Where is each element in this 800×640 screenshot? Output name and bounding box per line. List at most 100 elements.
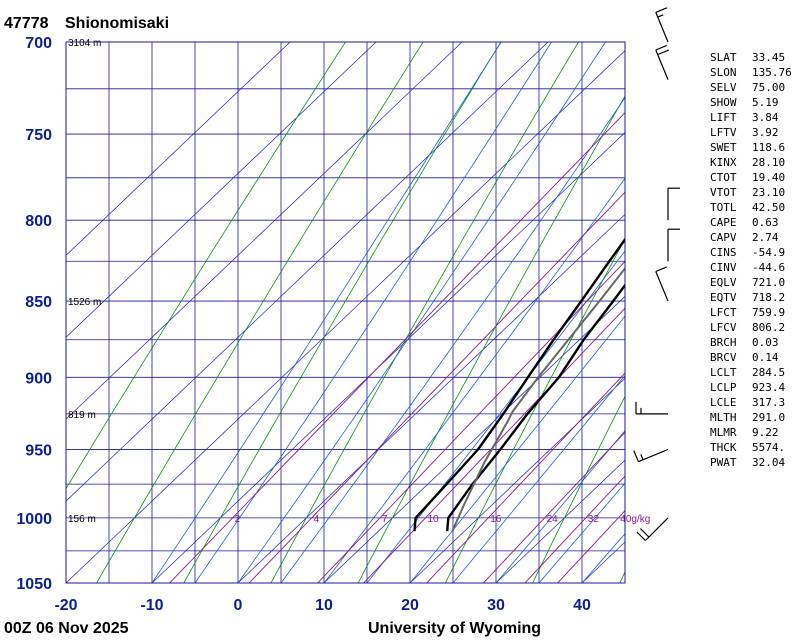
- isotherm-line: [66, 42, 549, 502]
- index-name: VTOT: [710, 186, 737, 199]
- index-value: 0.14: [752, 351, 779, 364]
- index-row: LFTV 3.92: [710, 125, 792, 140]
- barb-flag: [640, 454, 644, 461]
- mixing-ratio-labels: 2 4 7 10 16 24 32 40g/kg: [235, 514, 651, 525]
- wind-barb: [667, 187, 680, 221]
- index-value: 3.92: [752, 126, 779, 139]
- index-name: LIFT: [710, 111, 737, 124]
- temperature-tick-label: -10: [140, 597, 163, 614]
- index-row: VTOT 23.10: [710, 185, 792, 200]
- index-value: 5.19: [752, 96, 779, 109]
- pressure-tick-label: 1050: [16, 576, 52, 593]
- index-value: 317.3: [752, 396, 786, 409]
- index-row: CTOT 19.40: [710, 170, 792, 185]
- isotherm-line: [151, 132, 625, 583]
- sounding-datetime: 00Z 06 Nov 2025: [4, 620, 129, 637]
- index-value: 28.10: [752, 156, 786, 169]
- moist-adiabat: [323, 177, 625, 583]
- pressure-tick-label: 1000: [16, 511, 52, 528]
- index-row: TOTL 42.50: [710, 200, 792, 215]
- index-row: SWET 118.6: [710, 140, 792, 155]
- index-name: SLAT: [710, 51, 737, 64]
- wind-barb: [636, 517, 669, 541]
- index-value: 759.9: [752, 306, 786, 319]
- index-name: CTOT: [710, 171, 737, 184]
- isotherm-line: [66, 42, 463, 420]
- index-row: CINS -54.9: [710, 245, 792, 260]
- dry-adiabat: [357, 95, 625, 583]
- height-label: 819 m: [68, 410, 96, 421]
- parcel-path: [451, 266, 625, 532]
- temperature-tick-label: -20: [54, 597, 77, 614]
- isotherm-line: [66, 50, 625, 583]
- index-row: LCLT 284.5: [710, 365, 792, 380]
- index-row: CAPE 0.63: [710, 215, 792, 230]
- height-label: 3104 m: [68, 38, 101, 49]
- index-name: LFTV: [710, 126, 737, 139]
- temperature-tick-label: 10: [315, 597, 333, 614]
- index-value: 42.50: [752, 201, 786, 214]
- stability-indices-list: SLAT 33.45 SLON 135.76 SELV 75.00 SHOW 5.19 LIFT…: [710, 50, 792, 470]
- moist-adiabat: [452, 374, 625, 583]
- barb-flag: [639, 528, 650, 538]
- height-label: 1526 m: [68, 297, 101, 308]
- index-name: SWET: [710, 141, 737, 154]
- index-row: LCLP 923.4: [710, 380, 792, 395]
- isotherm-line: [66, 42, 291, 256]
- index-name: CINS: [710, 246, 737, 259]
- index-name: PWAT: [710, 456, 737, 469]
- index-name: LCLE: [710, 396, 737, 409]
- index-value: 118.6: [752, 141, 786, 154]
- mixing-ratio-line: [248, 191, 625, 583]
- isotherm-line: [323, 295, 625, 583]
- index-value: -54.9: [752, 246, 786, 259]
- isotherm-line: [495, 459, 625, 583]
- index-name: CINV: [710, 261, 737, 274]
- index-row: MLMR 9.22: [710, 425, 792, 440]
- moist-adiabat: [194, 42, 552, 583]
- temperature-tick-label: 20: [401, 597, 419, 614]
- mixing-ratio-label: 10: [428, 514, 440, 525]
- moist-adiabat: [495, 430, 625, 583]
- index-row: CAPV 2.74: [710, 230, 792, 245]
- index-row: MLTH 291.0: [710, 410, 792, 425]
- index-row: BRCH 0.03: [710, 335, 792, 350]
- wind-barb: [667, 228, 680, 262]
- index-value: 284.5: [752, 366, 786, 379]
- index-name: SHOW: [710, 96, 737, 109]
- index-name: THCK: [710, 441, 737, 454]
- mixing-ratio-line: [317, 260, 625, 583]
- pressure-tick-label: 950: [25, 443, 52, 460]
- barb-staff: [655, 271, 669, 302]
- index-value: 75.00: [752, 81, 786, 94]
- index-value: 135.76: [752, 66, 792, 79]
- index-row: LFCV 806.2: [710, 320, 792, 335]
- index-value: -44.6: [752, 261, 786, 274]
- index-value: 2.74: [752, 231, 779, 244]
- pressure-tick-label: 700: [25, 35, 52, 52]
- barb-staff: [644, 517, 669, 541]
- mixing-ratio-line: [524, 475, 625, 583]
- mixing-ratio-label: 16: [490, 514, 502, 525]
- index-value: 33.45: [752, 51, 786, 64]
- wind-barb: [655, 44, 670, 80]
- index-row: CINV -44.6: [710, 260, 792, 275]
- index-name: SELV: [710, 81, 737, 94]
- index-name: EQLV: [710, 276, 737, 289]
- pressure-tick-label: 750: [25, 127, 52, 144]
- height-label: 156 m: [68, 514, 96, 525]
- barb-staff: [655, 49, 669, 80]
- wind-barb: [655, 7, 669, 43]
- temperature-axis: -20 -10 0 10 20 30 40: [54, 597, 591, 614]
- wind-barb: [635, 401, 669, 415]
- wind-barbs: [633, 7, 680, 541]
- dry-adiabat: [445, 238, 625, 583]
- pressure-tick-label: 800: [25, 213, 52, 230]
- barb-flag: [655, 7, 668, 13]
- index-row: LFCT 759.9: [710, 305, 792, 320]
- index-row: PWAT 32.04: [710, 455, 792, 470]
- index-row: KINX 28.10: [710, 155, 792, 170]
- barb-flag: [655, 266, 668, 273]
- barb-flag: [636, 531, 646, 541]
